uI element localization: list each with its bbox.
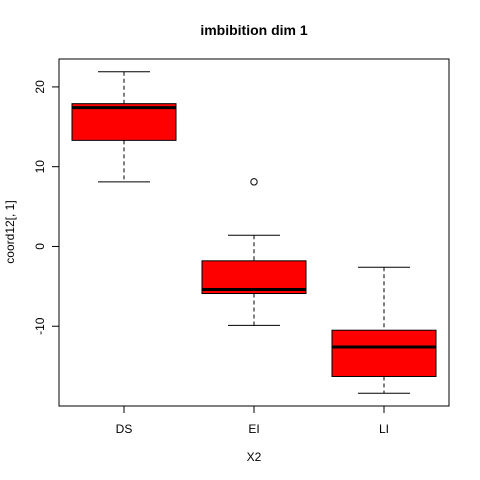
y-tick-label: -10 [33,317,47,335]
chart-title: imbibition dim 1 [200,22,308,38]
y-tick-label: 10 [33,160,47,174]
plot-area: -10 0 10 20 DS EI LI [33,58,450,436]
x-tick-label: DS [116,422,133,436]
x-axis-label: X2 [247,450,262,464]
x-tick-label: LI [379,422,389,436]
y-axis-label: coord12[, 1] [3,200,17,263]
outlier-point [250,178,258,186]
box-LI [331,329,437,377]
y-tick-label: 0 [33,243,47,250]
box-DS [71,103,177,141]
y-tick-label: 20 [33,80,47,94]
x-tick-label: EI [248,422,259,436]
